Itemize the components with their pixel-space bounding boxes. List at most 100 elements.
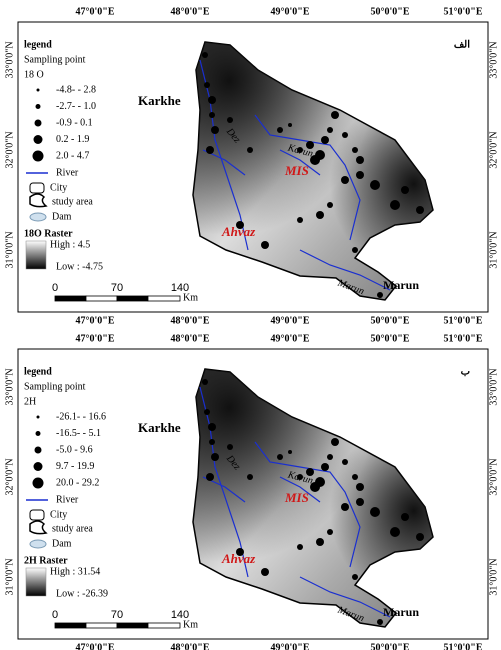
legend-symbol — [36, 415, 40, 419]
river-line — [254, 441, 361, 568]
legend-label: -16.5- - 5.1 — [56, 428, 101, 439]
scale-bar — [116, 295, 149, 302]
longitude-label: 48°0'0"E — [171, 642, 210, 650]
legend-label: 9.7 - 19.9 — [56, 461, 94, 472]
sampling-point — [277, 127, 283, 133]
longitude-label: 49°0'0"E — [271, 642, 310, 650]
sampling-point — [321, 463, 329, 471]
legend-label: Sampling point — [24, 54, 86, 65]
latitude-label: 33°0'0"N — [4, 41, 15, 78]
legend-symbol — [29, 509, 45, 521]
map-panel: 47°0'0"E 47°0'0"E 48°0'0"E 48°0'0"E 49°0'0"E… — [4, 6, 499, 326]
sampling-point — [370, 507, 380, 517]
sampling-point — [390, 200, 400, 210]
sampling-point — [370, 180, 380, 190]
legend-label: 18 O — [24, 69, 44, 80]
sampling-point — [316, 211, 324, 219]
legend-label: 20.0 - 29.2 — [56, 477, 99, 488]
legend-label: River — [56, 494, 79, 505]
raster-shade — [193, 369, 433, 627]
legend-symbol — [29, 193, 48, 208]
legend-symbol — [32, 477, 44, 489]
sampling-point — [377, 619, 383, 625]
legend-label: Low : -26.39 — [56, 588, 108, 599]
city-label: MIS — [284, 163, 309, 178]
sampling-point — [297, 474, 303, 480]
sampling-point — [352, 474, 358, 480]
legend-title: 18O Raster — [24, 228, 73, 239]
city-label: Ahvaz — [221, 224, 256, 239]
sampling-point — [390, 527, 400, 537]
river-line — [279, 476, 321, 503]
latitude-label: 32°0'0"N — [488, 458, 499, 495]
latitude-label: 33°0'0"N — [488, 41, 499, 78]
legend-label: River — [56, 167, 79, 178]
legend-label: Sampling point — [24, 381, 86, 392]
sampling-point — [206, 473, 214, 481]
legend-label: -4.8- - 2.8 — [56, 84, 96, 95]
longitude-label: 50°0'0"E — [371, 333, 410, 344]
longitude-label: 49°0'0"E — [271, 315, 310, 326]
scale-bar — [85, 295, 118, 302]
scale-label: 0 — [52, 282, 58, 294]
legend-title: legend — [24, 366, 52, 377]
latitude-label: 31°0'0"N — [4, 231, 15, 268]
legend-title: legend — [24, 39, 52, 50]
legend-label: -26.1- - 16.6 — [56, 411, 106, 422]
sampling-point — [306, 468, 314, 476]
sampling-point — [310, 155, 320, 165]
legend-label: -2.7- - 1.0 — [56, 101, 96, 112]
scale-label: 0 — [52, 609, 58, 621]
sampling-point — [211, 126, 219, 134]
sampling-point — [352, 147, 358, 153]
sampling-point — [401, 513, 409, 521]
sampling-point — [331, 111, 339, 119]
sampling-point — [341, 176, 349, 184]
sampling-point — [247, 147, 253, 153]
sampling-point — [327, 454, 333, 460]
panel-label: ب — [461, 366, 470, 377]
sampling-point — [297, 147, 303, 153]
city-label: Karkhe — [138, 420, 181, 435]
sampling-point — [341, 503, 349, 511]
legend-title: 2H Raster — [24, 555, 68, 566]
longitude-label: 50°0'0"E — [371, 642, 410, 650]
sampling-point — [356, 498, 364, 506]
legend-symbol — [34, 119, 42, 127]
sampling-point — [277, 454, 283, 460]
sampling-point — [209, 112, 215, 118]
latitude-label: 32°0'0"N — [488, 131, 499, 168]
longitude-label: 48°0'0"E — [171, 6, 210, 17]
scale-bar — [54, 622, 87, 629]
scale-bar — [147, 295, 181, 302]
longitude-label: 49°0'0"E — [271, 333, 310, 344]
legend-symbol — [34, 446, 42, 454]
legend-label: Dam — [52, 211, 72, 222]
sampling-point — [209, 439, 215, 445]
legend-symbol — [33, 135, 43, 144]
legend-label: City — [50, 182, 67, 193]
latitude-label: 32°0'0"N — [4, 131, 15, 168]
longitude-label: 48°0'0"E — [171, 315, 210, 326]
longitude-label: 51°0'0"E — [444, 333, 483, 344]
sampling-point — [288, 450, 292, 454]
legend-label: High : 31.54 — [50, 566, 100, 577]
longitude-label: 50°0'0"E — [371, 315, 410, 326]
longitude-label: 48°0'0"E — [171, 333, 210, 344]
river-line — [199, 59, 249, 251]
longitude-label: 49°0'0"E — [271, 6, 310, 17]
sampling-point — [297, 544, 303, 550]
sampling-point — [327, 127, 333, 133]
sampling-point — [261, 568, 269, 576]
longitude-label: 51°0'0"E — [444, 315, 483, 326]
panel-label: الف — [454, 39, 470, 50]
raster-ramp — [25, 567, 47, 597]
legend-symbol — [29, 182, 45, 194]
raster-shade — [193, 42, 433, 300]
sampling-point — [342, 132, 348, 138]
sampling-point — [236, 548, 244, 556]
legend-symbol — [36, 88, 40, 92]
sampling-point — [352, 247, 358, 253]
legend-label: Dam — [52, 538, 72, 549]
